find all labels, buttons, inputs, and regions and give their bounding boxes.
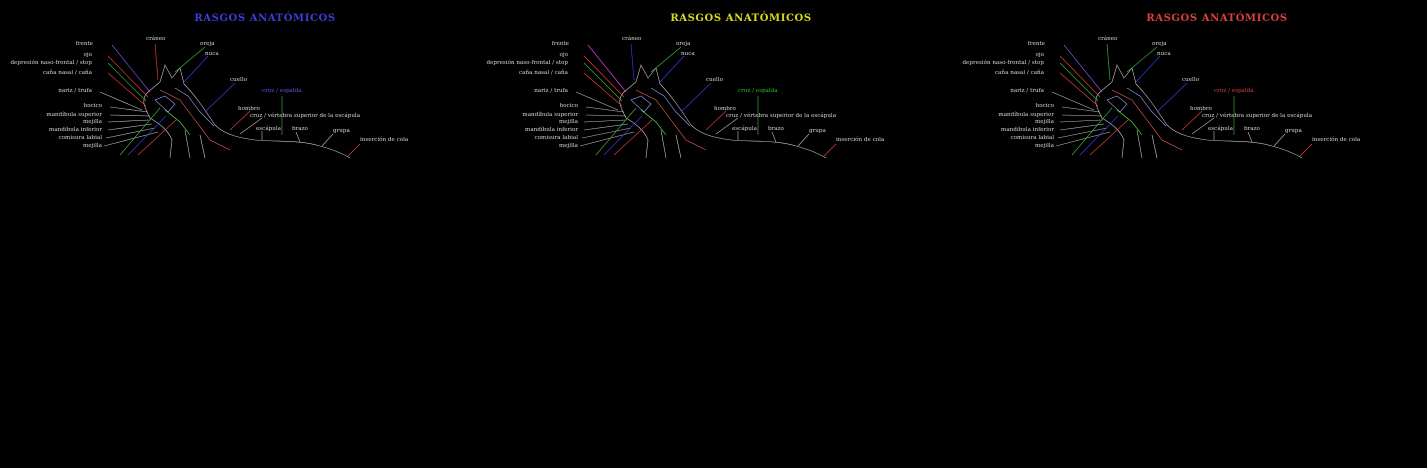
label-stop: depresión naso-frontal / stop [962, 60, 1044, 66]
label-oreja: oreja [200, 41, 215, 47]
label-vertebra: cruz / vértebra superior de la escápula [250, 113, 361, 119]
label-grupa: grupa [809, 128, 826, 134]
label-cruz-espalda: cruz / espalda [1214, 88, 1254, 94]
label-ojo: ojo [1035, 52, 1044, 58]
label-ojo: ojo [559, 52, 568, 58]
label-nuca: nuca [681, 51, 695, 57]
label-mejilla-bottom: mejilla [1034, 143, 1054, 149]
label-brazo: brazo [1244, 126, 1260, 132]
label-nariz: nariz / trufa [1010, 88, 1044, 94]
label-hocico: hocico [83, 103, 102, 109]
label-comisura-labial: comisura labial [534, 135, 578, 141]
label-frente: frente [551, 41, 569, 47]
label-cuello: cuello [706, 77, 723, 83]
label-comisura-labial: comisura labial [1010, 135, 1054, 141]
label-mejilla-top: mejilla [82, 119, 102, 125]
label-brazo: brazo [292, 126, 308, 132]
label-escapula: escápula [256, 126, 281, 132]
label-cruz-espalda: cruz / espalda [738, 88, 778, 94]
label-stop: depresión naso-frontal / stop [10, 60, 92, 66]
label-hocico: hocico [559, 103, 578, 109]
label-mandibula-inferior: mandíbula inferior [525, 127, 578, 133]
label-hombro: hombro [1190, 106, 1212, 112]
label-cola: inserción de cola [1312, 137, 1361, 143]
label-hombro: hombro [714, 106, 736, 112]
label-cola: inserción de cola [360, 137, 409, 143]
label-grupa: grupa [1285, 128, 1302, 134]
label-mejilla-top: mejilla [1034, 119, 1054, 125]
label-brazo: brazo [768, 126, 784, 132]
panel-title: RASGOS ANATÓMICOS [1146, 13, 1288, 24]
panel-title: RASGOS ANATÓMICOS [670, 13, 812, 24]
label-mandibula-inferior: mandíbula inferior [49, 127, 102, 133]
label-frente: frente [1027, 41, 1045, 47]
label-nuca: nuca [205, 51, 219, 57]
label-cana-nasal: caña nasal / caña [43, 70, 92, 76]
label-mejilla-bottom: mejilla [82, 143, 102, 149]
dog-line-drawing [99, 43, 361, 159]
anatomy-panel-3: RASGOS ANATÓMICOS frente ojo depresión n… [952, 0, 1427, 170]
label-cruz-espalda: cruz / espalda [262, 88, 302, 94]
label-cuello: cuello [1182, 77, 1199, 83]
label-mejilla-bottom: mejilla [558, 143, 578, 149]
label-oreja: oreja [676, 41, 691, 47]
label-mandibula-superior: mandíbula superior [998, 112, 1054, 118]
label-vertebra: cruz / vértebra superior de la escápula [726, 113, 837, 119]
label-mejilla-top: mejilla [558, 119, 578, 125]
anatomy-panel-1: RASGOS ANATÓMICOS frente ojo depresión n… [0, 0, 476, 170]
label-nariz: nariz / trufa [58, 88, 92, 94]
label-cola: inserción de cola [836, 137, 885, 143]
anatomy-panel-2: RASGOS ANATÓMICOS frente ojo depresión n… [476, 0, 952, 170]
label-escapula: escápula [1208, 126, 1233, 132]
label-mandibula-inferior: mandíbula inferior [1001, 127, 1054, 133]
label-comisura-labial: comisura labial [58, 135, 102, 141]
label-frente: frente [75, 41, 93, 47]
label-hocico: hocico [1035, 103, 1054, 109]
label-cana-nasal: caña nasal / caña [995, 70, 1044, 76]
label-craneo: cráneo [1098, 36, 1118, 42]
label-cana-nasal: caña nasal / caña [519, 70, 568, 76]
dog-line-drawing [575, 43, 837, 159]
dog-line-drawing [1051, 43, 1313, 159]
label-hombro: hombro [238, 106, 260, 112]
label-ojo: ojo [83, 52, 92, 58]
panel-title: RASGOS ANATÓMICOS [194, 13, 336, 24]
label-vertebra: cruz / vértebra superior de la escápula [1202, 113, 1313, 119]
label-stop: depresión naso-frontal / stop [486, 60, 568, 66]
label-nuca: nuca [1157, 51, 1171, 57]
label-cuello: cuello [230, 77, 247, 83]
label-nariz: nariz / trufa [534, 88, 568, 94]
label-craneo: cráneo [146, 36, 166, 42]
label-escapula: escápula [732, 126, 757, 132]
label-mandibula-superior: mandíbula superior [46, 112, 102, 118]
label-mandibula-superior: mandíbula superior [522, 112, 578, 118]
label-oreja: oreja [1152, 41, 1167, 47]
label-craneo: cráneo [622, 36, 642, 42]
label-grupa: grupa [333, 128, 350, 134]
